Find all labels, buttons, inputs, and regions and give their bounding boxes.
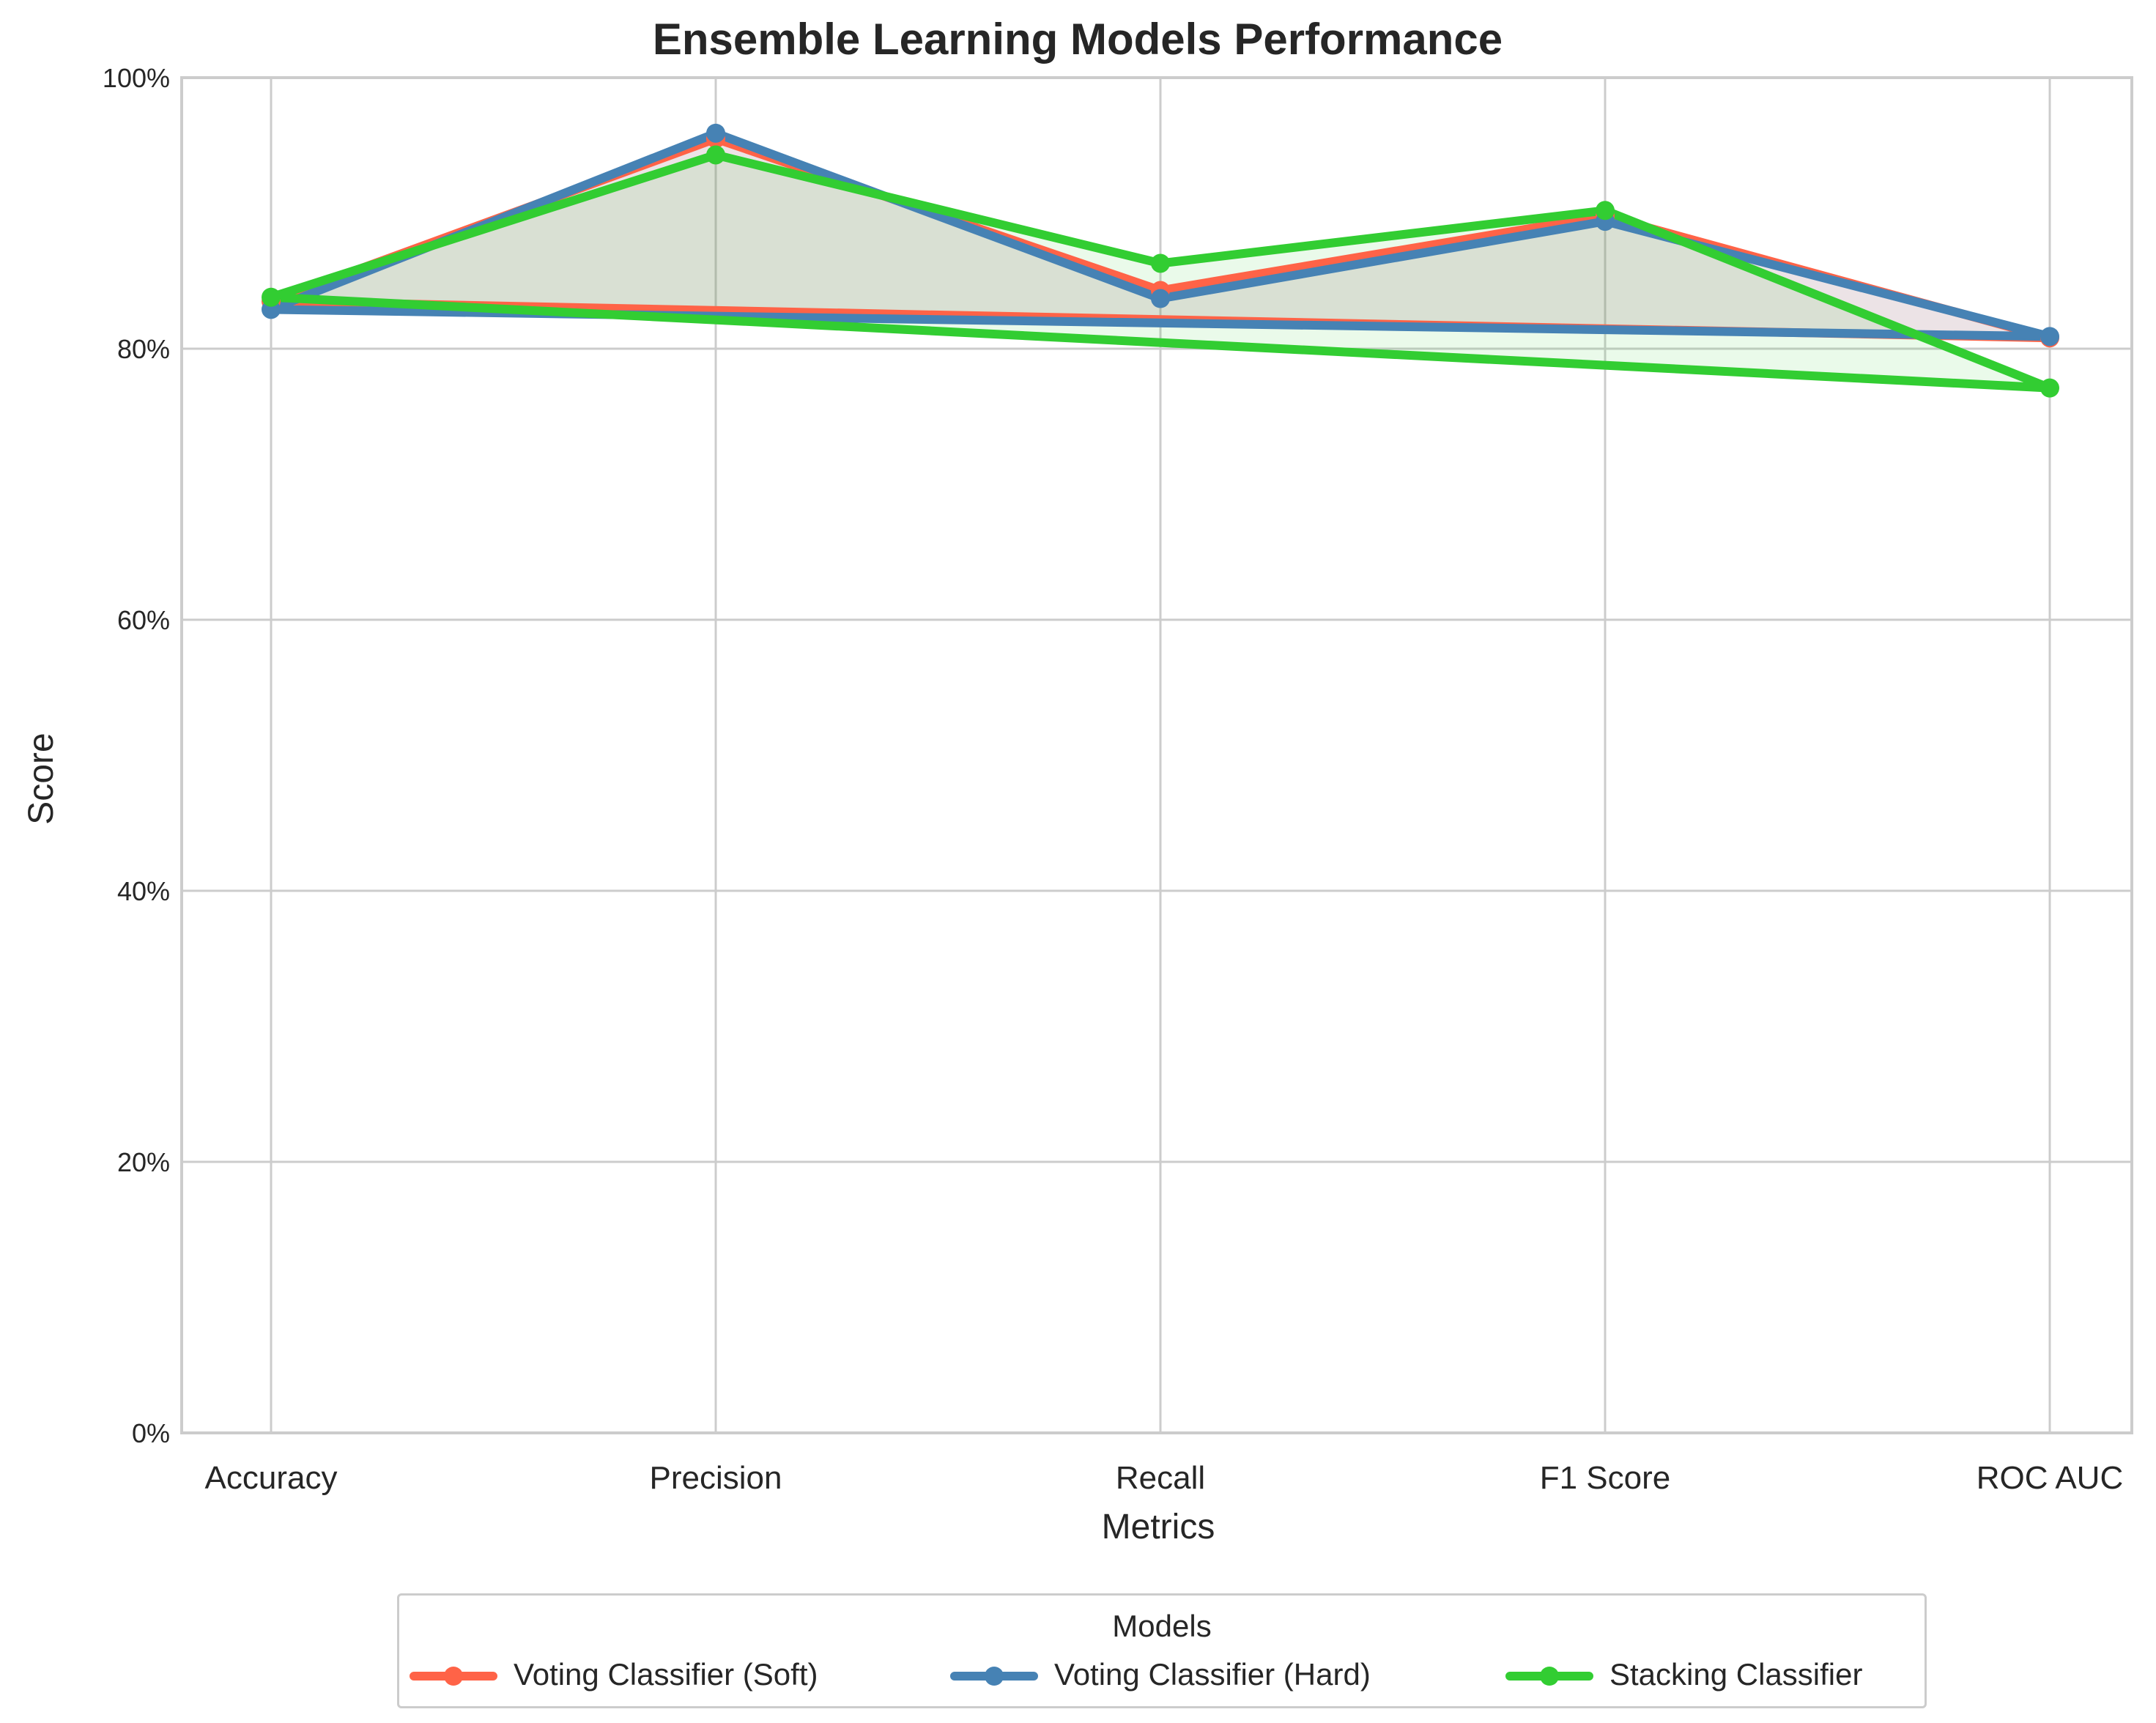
series-fill-0 xyxy=(271,138,2050,338)
legend-label: Voting Classifier (Soft) xyxy=(514,1657,818,1691)
legend-swatch xyxy=(950,1667,1038,1686)
legend-label: Voting Classifier (Hard) xyxy=(1054,1657,1371,1691)
y-tick-label: 20% xyxy=(117,1147,170,1177)
chart-title: Ensemble Learning Models Performance xyxy=(653,15,1503,64)
data-point-marker xyxy=(2040,378,2059,398)
data-point-marker xyxy=(1151,253,1170,273)
plot-frame xyxy=(180,76,2133,1434)
legend-swatch xyxy=(410,1667,497,1686)
x-tick-label: F1 Score xyxy=(1540,1460,1671,1496)
x-tick-labels: Accuracy Precision Recall F1 Score ROC AUC xyxy=(205,1460,2124,1496)
series-markers xyxy=(262,123,2059,398)
data-point-marker xyxy=(1151,289,1170,308)
data-point-marker xyxy=(2040,327,2059,347)
x-tick-label: Accuracy xyxy=(205,1460,338,1496)
series-lines xyxy=(267,128,2054,393)
legend: Models Voting Classifier (Soft) Voting Cl… xyxy=(397,1593,1927,1708)
series-line-2 xyxy=(267,150,2054,393)
y-tick-label: 80% xyxy=(117,334,170,364)
data-point-marker xyxy=(262,287,281,307)
legend-swatch xyxy=(1505,1667,1593,1686)
x-tick-label: ROC AUC xyxy=(1977,1460,2123,1496)
y-tick-label: 40% xyxy=(117,876,170,906)
y-tick-labels: 0% 20% 40% 60% 80% 100% xyxy=(103,63,170,1448)
x-axis-label: Metrics xyxy=(1102,1508,1215,1546)
x-tick-label: Recall xyxy=(1116,1460,1205,1496)
data-point-marker xyxy=(706,123,725,143)
legend-items: Voting Classifier (Soft) Voting Classifie… xyxy=(399,1654,1925,1698)
data-point-marker xyxy=(1596,201,1615,221)
series-fill-1 xyxy=(271,133,2050,337)
legend-label: Stacking Classifier xyxy=(1609,1657,1863,1691)
x-tick-label: Precision xyxy=(650,1460,782,1496)
y-tick-label: 100% xyxy=(103,63,170,93)
y-axis-label: Score xyxy=(22,733,61,824)
y-tick-label: 60% xyxy=(117,605,170,635)
series-line-1 xyxy=(267,128,2054,341)
y-tick-label: 0% xyxy=(132,1418,170,1448)
data-point-marker xyxy=(706,145,725,165)
legend-title: Models xyxy=(1112,1609,1212,1643)
